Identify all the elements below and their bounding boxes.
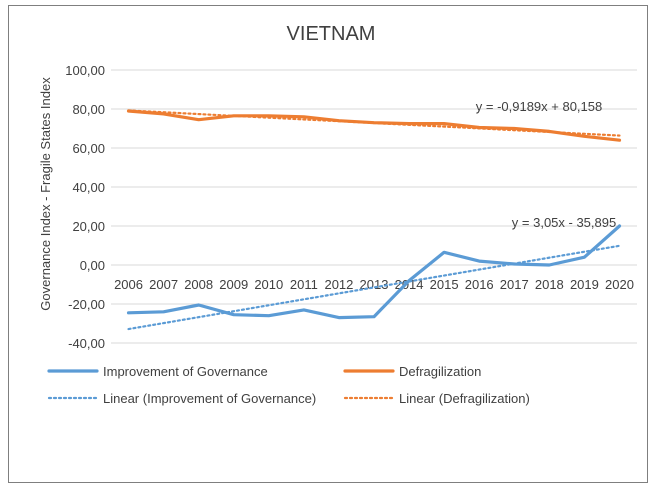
series-line — [126, 224, 622, 320]
y-tick-label: -40,00 — [68, 336, 105, 351]
x-tick-label: 2012 — [324, 277, 353, 292]
legend-entry: Improvement of Governance — [103, 364, 268, 379]
legend: Improvement of Governance Defragilization… — [47, 364, 530, 406]
chart-svg: VIETNAM Governance Index - Fragile State… — [38, 23, 637, 406]
y-tick-label: 60,00 — [72, 141, 105, 156]
trendline-equations: y = 3,05x - 35,895 y = -0,9189x + 80,158 — [476, 99, 616, 230]
y-tick-label: 100,00 — [65, 63, 105, 78]
chart-frame: VIETNAM Governance Index - Fragile State… — [8, 5, 648, 483]
x-tick-label: 2015 — [430, 277, 459, 292]
chart-title: VIETNAM — [287, 23, 376, 45]
y-tick-label: 20,00 — [72, 219, 105, 234]
x-tick-label: 2018 — [535, 277, 564, 292]
y-axis-label: Governance Index - Fragile States Index — [38, 77, 53, 311]
y-tick-label: -20,00 — [68, 297, 105, 312]
trendline-equation: y = -0,9189x + 80,158 — [476, 99, 602, 114]
y-tick-labels: -40,00 -20,00 0,00 20,00 40,00 60,00 80,00 100,… — [65, 63, 105, 351]
trendline-equation: y = 3,05x - 35,895 — [512, 215, 616, 230]
y-tick-label: 0,00 — [80, 258, 105, 273]
series-line — [126, 109, 622, 142]
trendline — [127, 244, 621, 331]
y-tick-label: 80,00 — [72, 102, 105, 117]
legend-entry: Linear (Defragilization) — [399, 391, 530, 406]
x-tick-label: 2013 — [360, 277, 389, 292]
legend-entry: Defragilization — [399, 364, 481, 379]
x-tick-label: 2008 — [184, 277, 213, 292]
legend-entry: Linear (Improvement of Governance) — [103, 391, 316, 406]
x-tick-label: 2009 — [219, 277, 248, 292]
y-tick-label: 40,00 — [72, 180, 105, 195]
x-tick-label: 2019 — [570, 277, 599, 292]
series-lines — [126, 109, 622, 320]
x-tick-label: 2011 — [290, 277, 318, 292]
x-tick-label: 2020 — [605, 277, 634, 292]
x-tick-label: 2006 — [114, 277, 143, 292]
x-tick-label: 2017 — [500, 277, 529, 292]
x-tick-labels: 2006 2007 2008 2009 2010 2011 2012 2013 2014 2015… — [114, 277, 634, 292]
x-tick-label: 2016 — [465, 277, 494, 292]
x-tick-label: 2007 — [149, 277, 178, 292]
x-tick-label: 2010 — [254, 277, 283, 292]
